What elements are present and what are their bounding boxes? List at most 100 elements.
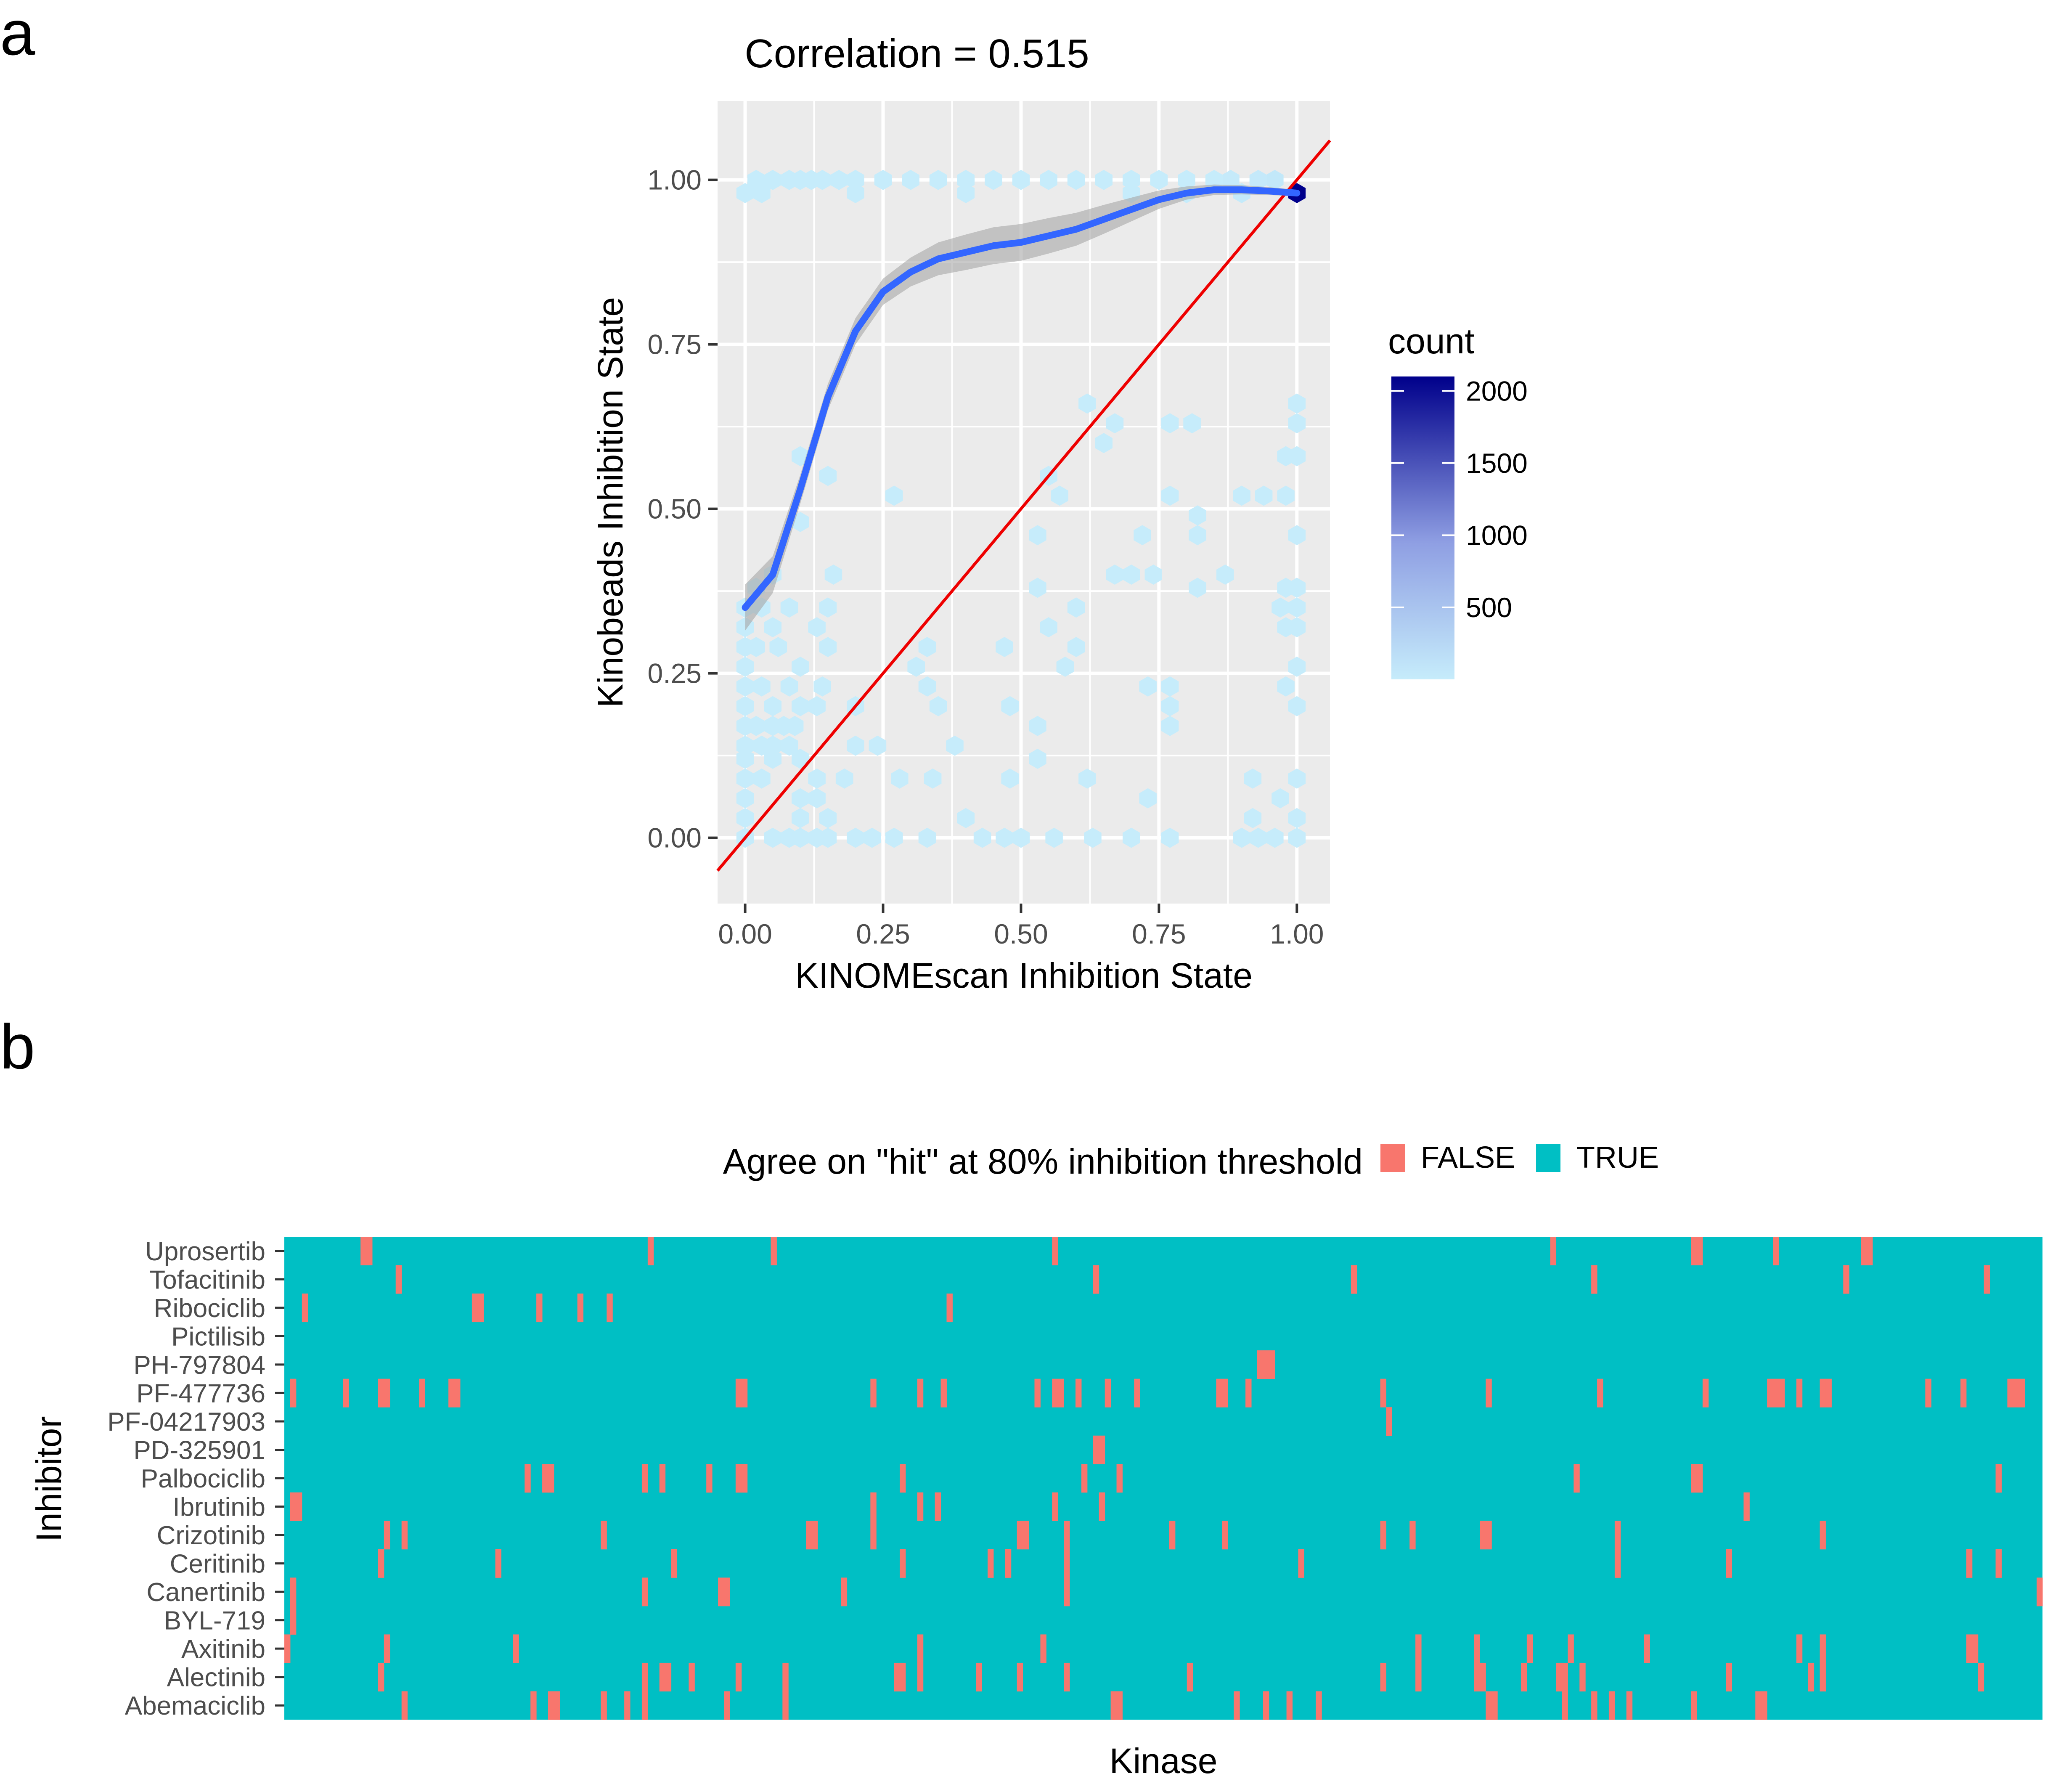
row-label: PF-04217903 [107,1408,265,1437]
hex-bin [847,183,864,203]
heatmap-cell-false [1474,1662,1480,1691]
heatmap-cell-false [1691,1237,1697,1266]
heatmap-cell-false [360,1237,367,1266]
hexbin-lines [716,139,1331,872]
heatmap-cell-false [724,1691,730,1720]
hex-bin [1288,657,1306,677]
hex-bin [1029,525,1046,546]
hex-bin [830,170,848,190]
heatmap-cell-false [870,1521,877,1550]
heatmap-cell-false [641,1662,648,1691]
heatmap-cell-false [1995,1549,2002,1578]
heatmap-cell-false [401,1521,408,1550]
hex-bin [874,170,892,190]
hex-bin [819,597,837,618]
agreement-legend-title: Agree on "hit" at 80% inhibition thresho… [723,1142,1363,1181]
hex-bin [1078,768,1096,789]
heatmap-cell-false [1187,1662,1193,1691]
heatmap-cell-false [1644,1634,1650,1663]
heatmap-cell-false [1093,1265,1099,1294]
hex-bin [1161,485,1179,506]
x-tick-label: 0.75 [1132,918,1186,949]
heatmap-background [284,1237,2042,1720]
hex-bin [985,170,1002,190]
heatmap-cell-false [1263,1691,1269,1720]
hex-bin [946,735,964,756]
heatmap-cell-false [1726,1549,1732,1578]
hex-bin [1189,505,1206,526]
hex-bin [1189,525,1206,546]
hex-bin [847,735,864,756]
heatmap-cell-false [1966,1634,1973,1663]
heatmap-cell-false [741,1378,748,1408]
hex-bin [808,696,826,716]
heatmap-cell-false [2019,1378,2025,1408]
count-legend-colorbar [1391,376,1454,679]
heatmap-cell-false [290,1378,297,1408]
heatmap-cell-false [1960,1378,1967,1408]
hex-bin [1216,565,1234,585]
heatmap-cell-false [1316,1691,1322,1720]
hex-bin [1012,827,1030,848]
hex-bin [736,657,754,677]
heatmap-cell-false [284,1634,291,1663]
heatmap-cell-false [724,1577,730,1606]
hex-bin [1244,808,1262,828]
hex-bin [736,788,754,809]
heatmap-cell-false [946,1294,953,1323]
heatmap-cell-false [2013,1378,2019,1408]
y-tick-label: 1.00 [648,164,702,196]
heatmap-cell-false [1380,1662,1386,1691]
hex-bin [1249,827,1267,848]
heatmap-cell-false [812,1521,818,1550]
row-label: Uprosertib [145,1237,265,1266]
hex-bin [1288,768,1306,789]
hex-bin [1084,827,1102,848]
heatmap-cell-false [1995,1464,2002,1493]
y-tick-label: 0.00 [648,822,702,854]
hex-bin [736,808,754,828]
heatmap-cell-false [689,1662,695,1691]
hex-bin [973,827,991,848]
heatmap-cell-false [900,1549,906,1578]
heatmap-cell-false [1562,1691,1568,1720]
heatmap-cell-false [1169,1521,1176,1550]
hex-bin [753,768,771,789]
heatmap-cell-false [530,1691,537,1720]
hex-bin [929,170,947,190]
hex-bin [996,827,1013,848]
row-label: Ceritinib [170,1550,265,1579]
heatmap-cell-false [1556,1662,1562,1691]
hex-bin [780,676,798,697]
legend-tick-label: 500 [1466,592,1512,623]
hex-bin [835,768,853,789]
heatmap-cell-false [1480,1521,1486,1550]
heatmap-cell-false [1486,1378,1492,1408]
heatmap-cell-false [384,1634,390,1663]
hex-bin [1067,597,1085,618]
hex-bin [1056,657,1074,677]
heatmap-cell-false [1017,1521,1023,1550]
hex-bin [1288,525,1306,546]
heatmap-cell-false [1966,1549,1973,1578]
hexbin-chart: Correlation = 0.515 0.00 0.25 0.50 0.75 1.00… [591,31,1528,995]
heatmap-cell-false [378,1378,384,1408]
heatmap-cell-false [1222,1521,1228,1550]
heatmap-cell-false [1052,1237,1058,1266]
heatmap-cell-false [454,1378,461,1408]
hex-bin [957,808,975,828]
heatmap-cell-false [495,1549,502,1578]
heatmap-cell-false [378,1549,384,1578]
hex-bin [847,170,864,190]
heatmap-cell-false [1076,1378,1082,1408]
hex-bin [1106,413,1124,434]
hex-bin [1288,413,1306,434]
hex-bin [1001,696,1019,716]
heatmap-cell-false [1526,1634,1533,1663]
heatmap-cell-false [1099,1435,1105,1464]
heatmap-cell-false [290,1606,297,1635]
heatmap-cell-false [806,1521,812,1550]
count-legend-title: count [1388,321,1475,361]
heatmap-cell-false [1052,1378,1058,1408]
heatmap-cell-false [1796,1634,1803,1663]
